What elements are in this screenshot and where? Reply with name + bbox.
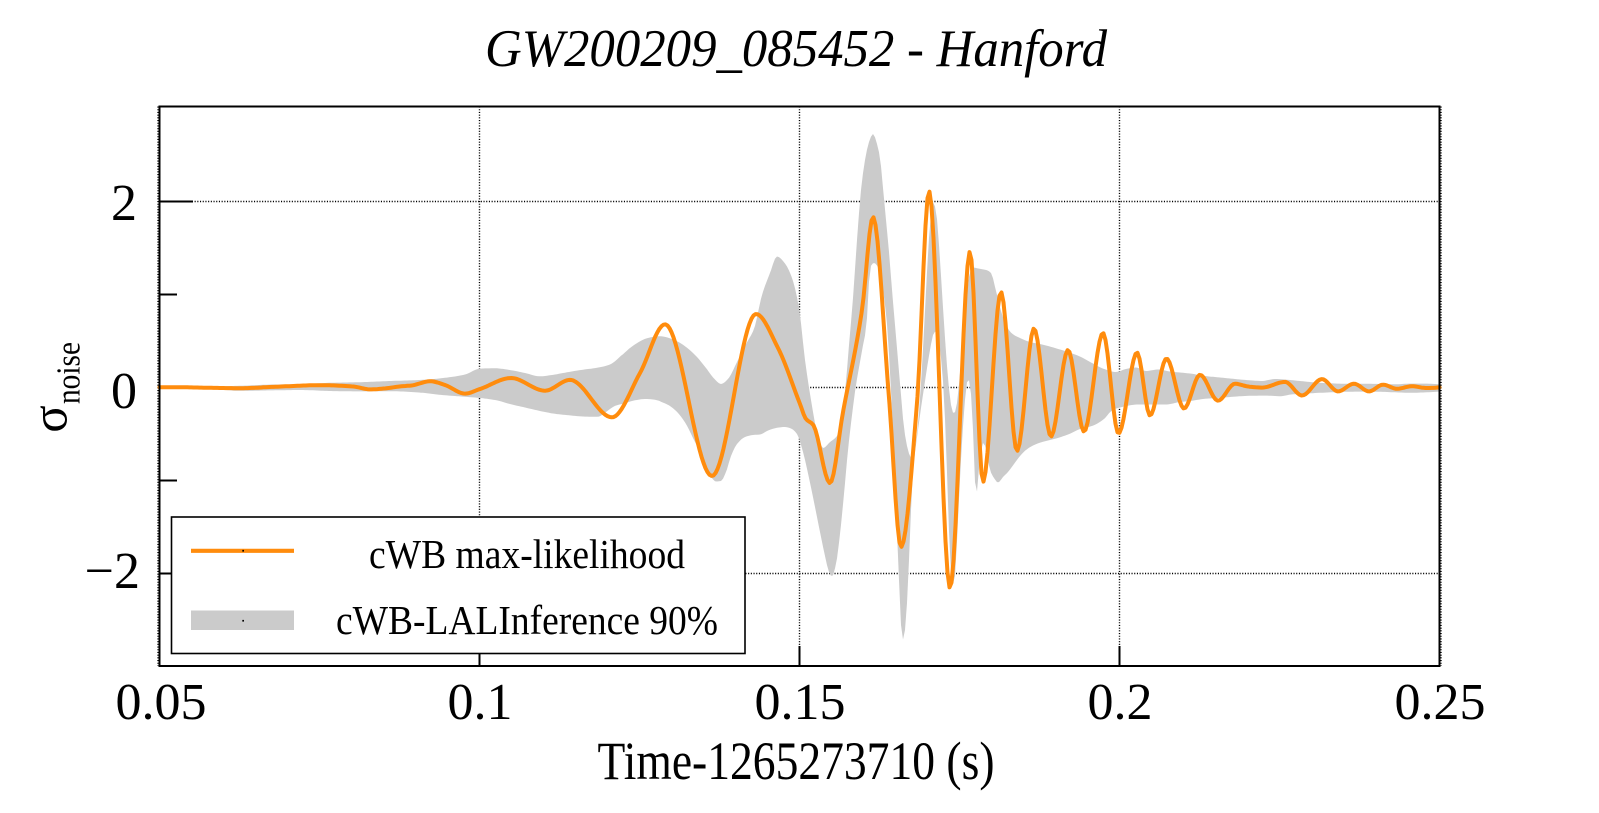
svg-text:0.2: 0.2 xyxy=(1088,674,1153,731)
svg-text:0.05: 0.05 xyxy=(116,674,207,731)
svg-text:0: 0 xyxy=(111,363,137,420)
svg-text:noise: noise xyxy=(51,342,88,404)
svg-text:Time-1265273710 (s): Time-1265273710 (s) xyxy=(598,731,995,791)
svg-text:−2: −2 xyxy=(85,543,140,600)
svg-text:σ: σ xyxy=(23,405,79,433)
svg-text:cWB max-likelihood: cWB max-likelihood xyxy=(369,531,685,577)
svg-text:0.25: 0.25 xyxy=(1395,674,1486,731)
svg-text:2: 2 xyxy=(111,175,137,232)
svg-text:cWB-LALInference 90%: cWB-LALInference 90% xyxy=(336,597,718,643)
svg-text:GW200209_085452 - Hanford: GW200209_085452 - Hanford xyxy=(485,20,1107,78)
svg-text:0.1: 0.1 xyxy=(448,674,513,731)
svg-text:0.15: 0.15 xyxy=(755,674,846,731)
